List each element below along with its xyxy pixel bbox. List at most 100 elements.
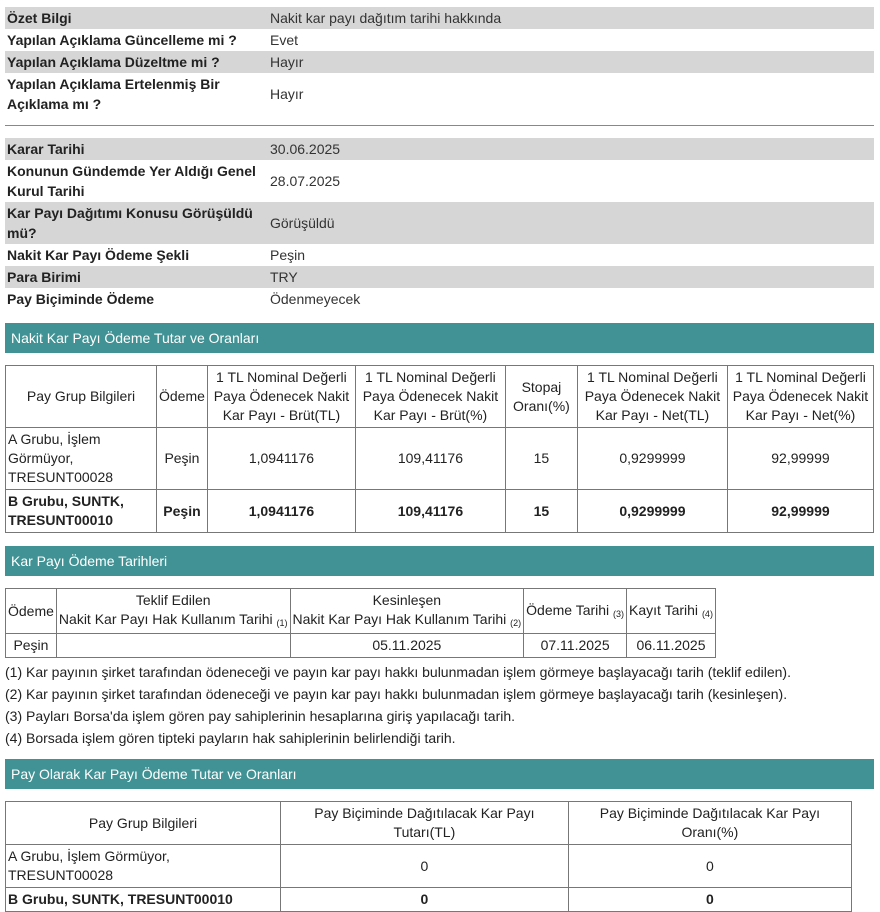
row-value: Nakit kar payı dağıtım tarihi hakkında [265,7,874,29]
cell: 05.11.2025 [289,633,525,658]
stock-dividend-table: Pay Grup Bilgileri Pay Biçiminde Dağıtıl… [5,801,853,912]
row-label: Karar Tarihi [5,138,265,160]
column-header: 1 TL Nominal Değerli Paya Ödenecek Nakit… [354,365,506,428]
column-header: Pay Biçiminde Dağıtılacak Kar Payı Oranı… [567,801,853,845]
header-line: Kesinleşen [372,592,442,608]
table-header-row: Pay Grup Bilgileri Ödeme 1 TL Nominal De… [5,365,875,428]
column-header: Kayıt Tarihi (4) [626,588,716,634]
row-label: Yapılan Açıklama Güncelleme mi ? [7,32,237,48]
cell: Peşin [156,489,208,533]
header-text: Ödeme Tarihi [526,601,610,618]
table-header-row: Pay Grup Bilgileri Pay Biçiminde Dağıtıl… [5,801,853,845]
detail-row: Karar Tarihi 30.06.2025 [5,138,874,160]
cash-dividend-section-header: Nakit Kar Payı Ödeme Tutar ve Oranları [5,323,874,353]
detail-row: Nakit Kar Payı Ödeme Şekli Peşin [5,244,874,266]
row-value: Evet [270,32,299,48]
column-header: Pay Biçiminde Dağıtılacak Kar Payı Tutar… [280,801,569,845]
row-value: Hayır [270,86,304,102]
footnote-ref: (1) [276,618,288,628]
summary-row: Yapılan Açıklama Ertelenmiş Bir Açıklama… [5,73,874,115]
cell: 15 [504,427,578,490]
row-value: TRY [265,266,874,288]
row-value: 30.06.2025 [265,138,874,160]
detail-row: Konunun Gündemde Yer Aldığı Genel Kurul … [5,160,874,202]
cell: 0 [280,844,569,888]
row-value: Görüşüldü [265,202,874,244]
column-header: Pay Grup Bilgileri [5,801,281,845]
footnote-ref: (3) [613,608,625,619]
summary-row: Özet Bilgi Nakit kar payı dağıtım tarihi … [5,7,874,29]
cell: 0,9299999 [576,489,728,533]
table-row: Peşin 05.11.2025 07.11.2025 06.11.2025 [5,633,716,658]
table-header-row: Ödeme Teklif Edilen Nakit Kar Payı Hak Ku… [5,588,716,634]
row-label: Yapılan Açıklama Ertelenmiş Bir Açıklama… [7,76,220,112]
header-line: Nakit Kar Payı Hak Kullanım Tarihi [58,611,273,627]
details-table: Karar Tarihi 30.06.2025 Konunun Gündemde … [5,138,874,310]
cell: Peşin [156,427,208,490]
table-row: B Grubu, SUNTK, TRESUNT00010 Peşin 1,094… [5,489,875,533]
summary-row: Yapılan Açıklama Güncelleme mi ? Evet [5,29,874,51]
column-header: 1 TL Nominal Değerli Paya Ödenecek Nakit… [206,365,356,428]
cell: 92,99999 [726,489,875,533]
cell: 92,99999 [726,427,875,490]
row-label: Özet Bilgi [5,7,265,29]
column-header: 1 TL Nominal Değerli Paya Ödenecek Nakit… [576,365,728,428]
summary-row: Yapılan Açıklama Düzeltme mi ? Hayır [5,51,874,73]
row-label: Yapılan Açıklama Düzeltme mi ? [5,51,265,73]
cell: A Grubu, İşlem Görmüyor, TRESUNT00028 [5,427,157,490]
payment-dates-section-header: Kar Payı Ödeme Tarihleri [5,546,874,576]
cell: 1,0941176 [206,489,356,533]
column-header: Teklif Edilen Nakit Kar Payı Hak Kullanım… [55,588,291,634]
detail-row: Kar Payı Dağıtımı Konusu Görüşüldü mü? Gö… [5,202,874,244]
cell: 07.11.2025 [523,633,628,658]
cell: 15 [504,489,578,533]
cell: 109,41176 [354,427,506,490]
row-value: Peşin [270,247,306,263]
header-text: Kayıt Tarihi [629,601,699,618]
row-value: Hayır [265,51,874,73]
cash-dividend-table: Pay Grup Bilgileri Ödeme 1 TL Nominal De… [5,365,875,533]
row-value: Ödenmeyecek [270,291,361,307]
footnotes: (1) Kar payının şirket tarafından ödenec… [5,661,874,749]
footnote: (1) Kar payının şirket tarafından ödenec… [5,664,791,680]
footnote: (4) Borsada işlem gören tipteki payların… [5,730,456,746]
table-row: A Grubu, İşlem Görmüyor, TRESUNT00028 0 … [5,844,853,888]
cell: B Grubu, SUNTK, TRESUNT00010 [5,489,157,533]
footnote: (3) Payları Borsa'da işlem gören pay sah… [5,708,516,724]
cell: 0,9299999 [576,427,728,490]
divider [5,125,874,126]
cell: 0 [567,887,853,912]
column-header: 1 TL Nominal Değerli Paya Ödenecek Nakit… [726,365,875,428]
column-header: Stopaj Oranı(%) [504,365,578,428]
cell: 06.11.2025 [626,633,716,658]
detail-row: Para Birimi TRY [5,266,874,288]
row-label: Konunun Gündemde Yer Aldığı Genel Kurul … [7,163,256,199]
detail-row: Pay Biçiminde Ödeme Ödenmeyecek [5,288,874,310]
column-header: Ödeme [5,588,57,634]
cell [55,633,291,658]
stock-dividend-section-header: Pay Olarak Kar Payı Ödeme Tutar ve Oranl… [5,759,874,789]
column-header: Ödeme [156,365,208,428]
footnote-ref: (4) [701,608,713,619]
cell: 0 [280,887,569,912]
footnote: (2) Kar payının şirket tarafından ödenec… [5,686,788,702]
column-header: Pay Grup Bilgileri [5,365,157,428]
header-line: Teklif Edilen [135,592,211,608]
column-header: Kesinleşen Nakit Kar Payı Hak Kullanım Ta… [289,588,525,634]
row-label: Kar Payı Dağıtımı Konusu Görüşüldü mü? [5,202,265,244]
header-line: Nakit Kar Payı Hak Kullanım Tarihi [292,611,507,627]
cell: Peşin [5,633,57,658]
row-label: Pay Biçiminde Ödeme [7,291,155,307]
cell: 1,0941176 [206,427,356,490]
row-label: Para Birimi [5,266,265,288]
cell: B Grubu, SUNTK, TRESUNT00010 [5,887,281,912]
column-header: Ödeme Tarihi (3) [523,588,628,634]
row-value: 28.07.2025 [270,173,341,189]
cell: 0 [567,844,853,888]
row-label: Nakit Kar Payı Ödeme Şekli [7,247,190,263]
cell: 109,41176 [354,489,506,533]
footnote-ref: (2) [510,618,522,628]
cell: A Grubu, İşlem Görmüyor, TRESUNT00028 [5,844,281,888]
table-row: A Grubu, İşlem Görmüyor, TRESUNT00028 Pe… [5,427,875,490]
